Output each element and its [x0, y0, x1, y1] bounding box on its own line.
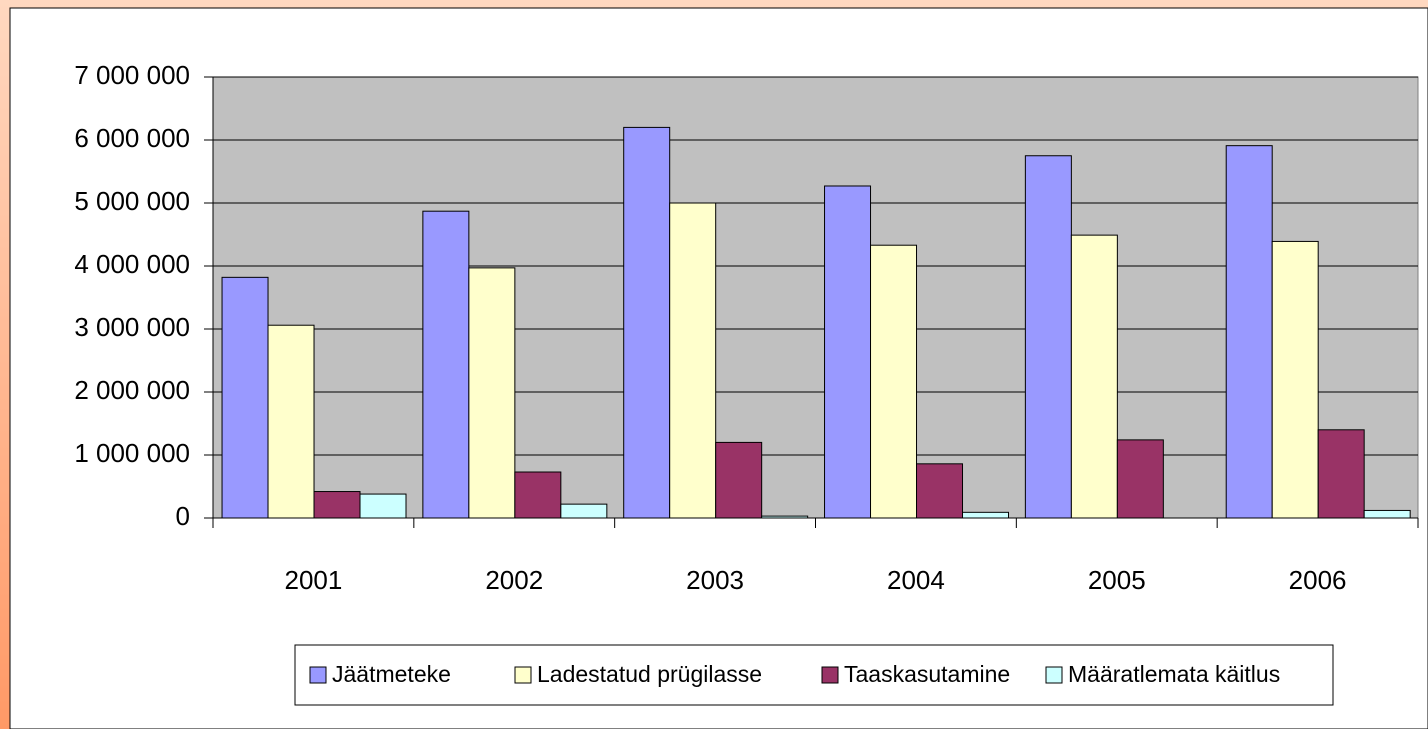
plot-area: [212, 76, 1419, 519]
bar: [1116, 439, 1164, 519]
bar: [313, 491, 361, 519]
legend-box: [294, 644, 1334, 706]
legend-label: Määratlemata käitlus: [1068, 661, 1280, 687]
bar: [761, 515, 809, 519]
y-tick-label: 6 000 000: [74, 123, 190, 153]
y-tick-label: 3 000 000: [74, 312, 190, 342]
x-tick-label: 2003: [686, 565, 744, 595]
bar: [1363, 509, 1411, 519]
bar: [1024, 155, 1072, 519]
legend-swatch: [821, 666, 839, 684]
bar: [359, 493, 407, 519]
x-tick-label: 2001: [284, 565, 342, 595]
bar: [422, 210, 470, 519]
x-tick-label: 2002: [485, 565, 543, 595]
bar: [715, 441, 763, 519]
x-tick-label: 2004: [887, 565, 945, 595]
bar: [560, 503, 608, 519]
bar: [870, 244, 918, 519]
y-tick-label: 2 000 000: [74, 375, 190, 405]
x-tick-label: 2005: [1088, 565, 1146, 595]
legend-label: Jäätmeteke: [332, 661, 451, 687]
bar: [1317, 429, 1365, 519]
bar: [669, 202, 717, 519]
legend-label: Taaskasutamine: [844, 661, 1010, 687]
bar: [1225, 145, 1273, 519]
bar: [1070, 234, 1118, 519]
y-tick-label: 4 000 000: [74, 249, 190, 279]
y-tick-label: 5 000 000: [74, 186, 190, 216]
y-tick-label: 0: [176, 501, 190, 531]
bar: [1271, 240, 1319, 519]
legend-swatch: [1045, 666, 1063, 684]
x-tick-label: 2006: [1289, 565, 1347, 595]
bar: [962, 511, 1010, 519]
bar: [514, 471, 562, 519]
bar: [221, 276, 269, 519]
bar: [623, 126, 671, 519]
legend-label: Ladestatud prügilasse: [537, 661, 762, 687]
bar: [468, 267, 516, 519]
bar: [824, 185, 872, 519]
legend-swatch: [514, 666, 532, 684]
bar: [916, 463, 964, 519]
y-tick-label: 1 000 000: [74, 438, 190, 468]
bar: [267, 324, 315, 519]
legend-swatch: [309, 666, 327, 684]
y-tick-label: 7 000 000: [74, 60, 190, 90]
